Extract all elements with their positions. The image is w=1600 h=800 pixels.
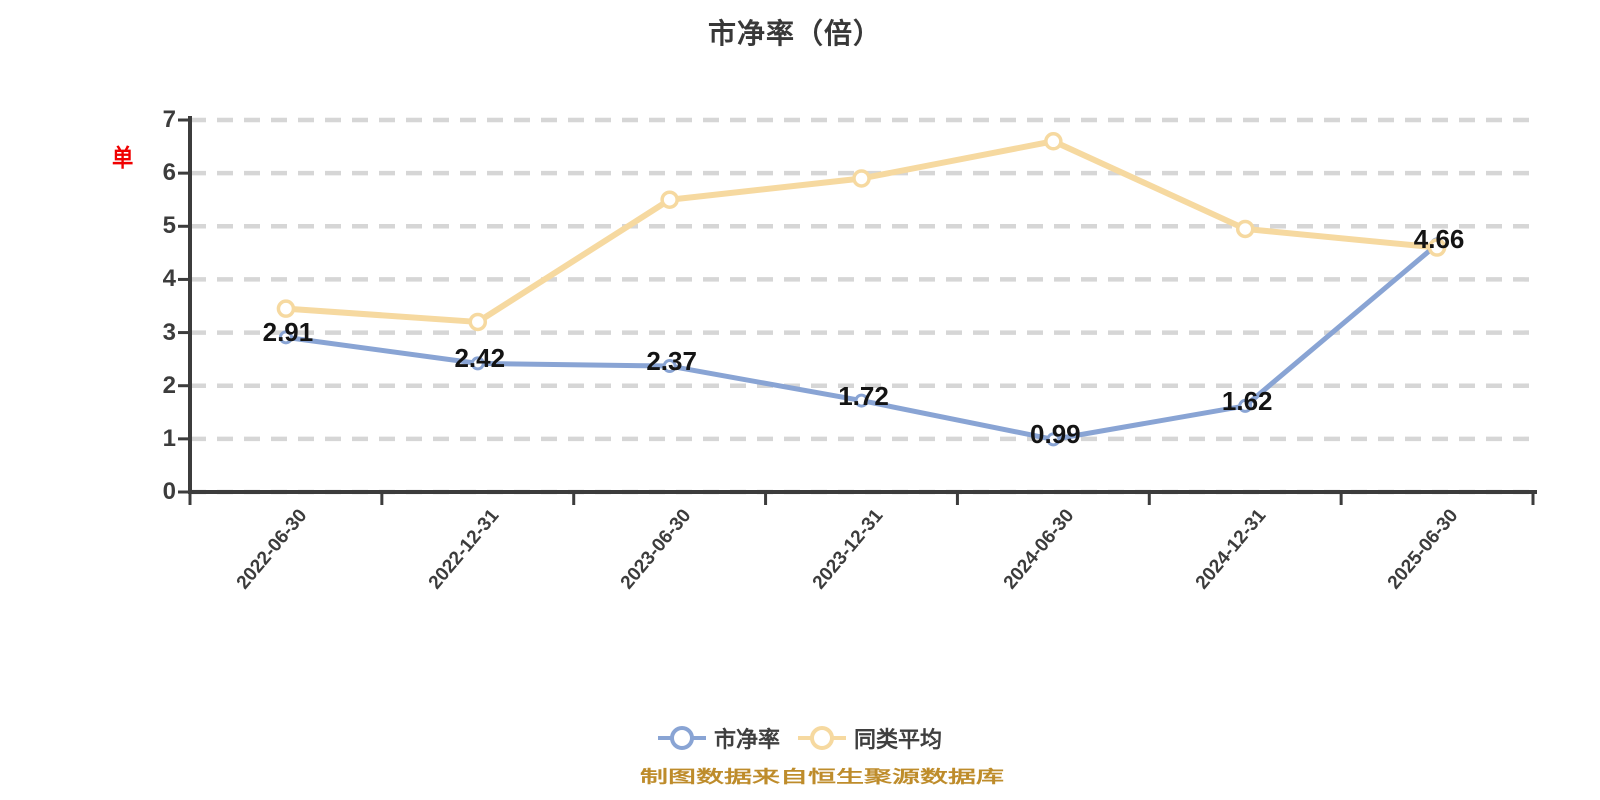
legend-item-pb[interactable]: 市净率 — [657, 722, 780, 754]
y-tick-label: 7 — [162, 106, 176, 133]
data-label: 2.91 — [262, 317, 314, 348]
series-point-avg — [1235, 219, 1255, 239]
series-point-pb — [854, 393, 869, 408]
series-point-avg — [1427, 238, 1447, 257]
series-point-avg — [468, 312, 488, 332]
series-point-pb — [662, 359, 677, 374]
series-point-avg — [276, 299, 296, 318]
y-tick-label: 2 — [162, 371, 176, 399]
y-axis-red-unit-label: 单 — [112, 144, 134, 172]
series-point-avg — [1044, 132, 1063, 151]
series-point-pb — [278, 330, 293, 345]
y-tick-label: 1 — [162, 424, 176, 452]
data-label: 4.66 — [1413, 224, 1465, 255]
legend-marker-icon — [657, 726, 706, 750]
data-source-note: 制图数据来自恒生聚源数据库 — [639, 767, 1004, 787]
legend-marker-icon — [798, 726, 846, 750]
y-tick-label: 5 — [162, 212, 176, 240]
data-label: 1.72 — [838, 380, 889, 411]
legend-item-avg[interactable]: 同类平均 — [798, 722, 942, 754]
data-label: 2.37 — [646, 346, 697, 377]
series-point-avg — [852, 169, 871, 188]
chart-title: 市净率（倍） — [707, 18, 882, 49]
series-point-pb — [1238, 398, 1253, 413]
legend-label: 市净率 — [713, 727, 780, 752]
y-tick-label: 3 — [162, 318, 176, 346]
series-line-avg — [282, 138, 1441, 325]
legend-label: 同类平均 — [854, 727, 943, 752]
y-tick-label: 0 — [162, 478, 176, 505]
legend: 市净率 同类平均 — [0, 720, 1600, 756]
data-label: 0.99 — [1030, 419, 1081, 450]
series-point-pb — [1046, 432, 1061, 447]
y-tick-label: 6 — [162, 159, 176, 187]
series-point-pb — [470, 356, 485, 371]
data-label: 2.42 — [454, 343, 506, 374]
data-label: 1.62 — [1221, 385, 1273, 416]
y-tick-label: 4 — [162, 265, 176, 293]
series-point-avg — [660, 190, 679, 209]
